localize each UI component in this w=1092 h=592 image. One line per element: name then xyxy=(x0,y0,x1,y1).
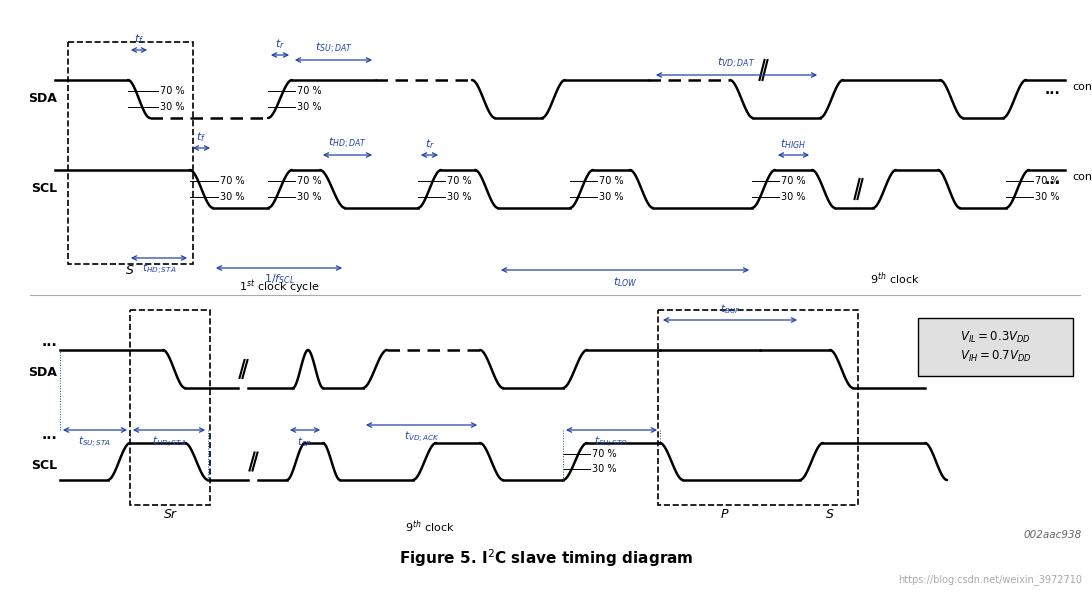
Text: 1$^{st}$ clock cycle: 1$^{st}$ clock cycle xyxy=(239,278,319,295)
Text: SDA: SDA xyxy=(28,92,57,105)
Text: 9$^{th}$ clock: 9$^{th}$ clock xyxy=(405,518,454,535)
Text: $t_{BUF}$: $t_{BUF}$ xyxy=(720,302,740,316)
Text: $t_r$: $t_r$ xyxy=(275,37,285,51)
Bar xyxy=(918,318,1073,376)
Text: 30 %: 30 % xyxy=(1035,192,1059,202)
Text: Figure 5. I$^2$C slave timing diagram: Figure 5. I$^2$C slave timing diagram xyxy=(399,547,693,569)
Text: 30 %: 30 % xyxy=(219,192,245,202)
Text: 30 %: 30 % xyxy=(297,102,321,112)
Text: $t_{SU;STO}$: $t_{SU;STO}$ xyxy=(594,435,629,450)
Text: $t_{VD;ACK}$: $t_{VD;ACK}$ xyxy=(404,430,439,445)
Text: ...: ... xyxy=(41,335,57,349)
Text: $t_{SU;STA}$: $t_{SU;STA}$ xyxy=(79,435,111,450)
Text: 70 %: 70 % xyxy=(297,86,322,96)
Text: 70 %: 70 % xyxy=(219,176,245,186)
Text: 30 %: 30 % xyxy=(592,464,617,474)
Text: 70 %: 70 % xyxy=(161,86,185,96)
Text: SCL: SCL xyxy=(31,459,57,472)
Text: $t_{HIGH}$: $t_{HIGH}$ xyxy=(781,137,807,151)
Text: $t_f$: $t_f$ xyxy=(134,32,144,46)
Text: 30 %: 30 % xyxy=(297,192,321,202)
Text: 002aac938: 002aac938 xyxy=(1024,530,1082,540)
Text: 70 %: 70 % xyxy=(447,176,472,186)
Text: SCL: SCL xyxy=(31,182,57,195)
Text: $t_{SU;DAT}$: $t_{SU;DAT}$ xyxy=(314,41,353,56)
Text: $t_{LOW}$: $t_{LOW}$ xyxy=(613,275,638,289)
Bar xyxy=(130,310,210,505)
Text: Sr: Sr xyxy=(164,508,177,521)
Text: S: S xyxy=(126,264,134,277)
Text: 70 %: 70 % xyxy=(781,176,806,186)
Text: $t_{HD;DAT}$: $t_{HD;DAT}$ xyxy=(328,136,367,151)
Bar xyxy=(68,42,193,264)
Text: $t_r$: $t_r$ xyxy=(425,137,435,151)
Text: 70 %: 70 % xyxy=(297,176,322,186)
Text: $V_{IL} = 0.3V_{DD}$: $V_{IL} = 0.3V_{DD}$ xyxy=(960,330,1031,345)
Text: 30 %: 30 % xyxy=(447,192,472,202)
Text: SDA: SDA xyxy=(28,366,57,379)
Text: ...: ... xyxy=(1044,83,1060,97)
Text: cont.: cont. xyxy=(1072,172,1092,182)
Text: 30 %: 30 % xyxy=(781,192,806,202)
Text: ...: ... xyxy=(41,428,57,442)
Text: 70 %: 70 % xyxy=(600,176,624,186)
Bar xyxy=(658,310,858,505)
Text: $t_{VD;DAT}$: $t_{VD;DAT}$ xyxy=(717,56,756,71)
Text: $t_f$: $t_f$ xyxy=(197,130,206,144)
Text: $t_{HD;STA}$: $t_{HD;STA}$ xyxy=(152,435,187,450)
Text: https://blog.csdn.net/weixin_3972710: https://blog.csdn.net/weixin_3972710 xyxy=(898,575,1082,585)
Text: 70 %: 70 % xyxy=(592,449,617,459)
Text: $t_{HD;STA}$: $t_{HD;STA}$ xyxy=(142,262,176,277)
Text: ...: ... xyxy=(1044,173,1060,187)
Text: $1/f_{SCL}$: $1/f_{SCL}$ xyxy=(263,272,295,286)
Text: S: S xyxy=(826,508,834,521)
Text: $V_{IH} = 0.7V_{DD}$: $V_{IH} = 0.7V_{DD}$ xyxy=(960,349,1031,365)
Text: 30 %: 30 % xyxy=(161,102,185,112)
Text: 30 %: 30 % xyxy=(600,192,624,202)
Text: cont.: cont. xyxy=(1072,82,1092,92)
Text: $t_{SP}$: $t_{SP}$ xyxy=(297,435,312,449)
Text: 70 %: 70 % xyxy=(1035,176,1059,186)
Text: P: P xyxy=(721,508,727,521)
Text: 9$^{th}$ clock: 9$^{th}$ clock xyxy=(870,270,919,287)
